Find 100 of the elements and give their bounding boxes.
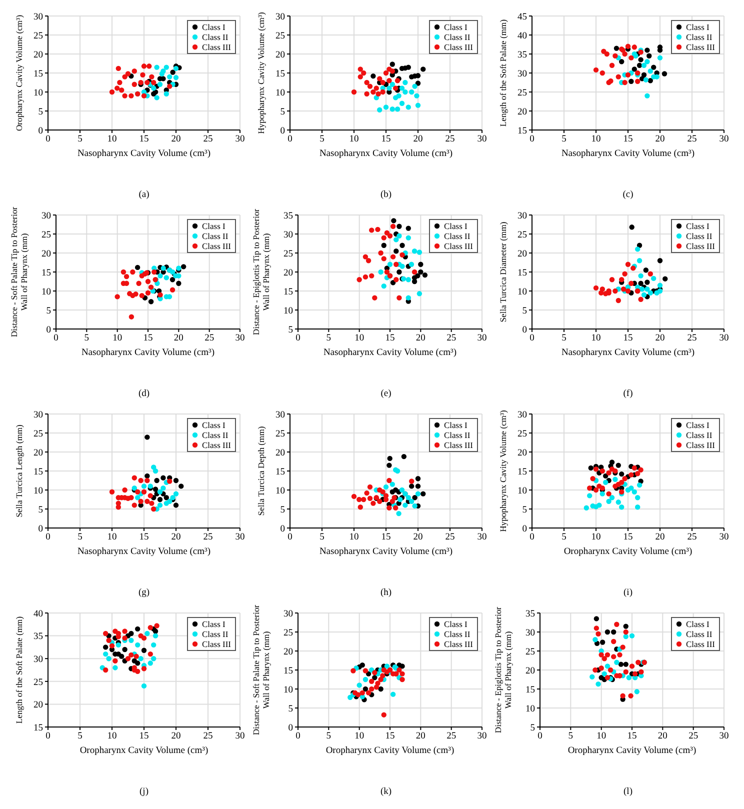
- point: [415, 476, 421, 482]
- point: [587, 493, 592, 498]
- point: [119, 654, 124, 659]
- point: [604, 664, 610, 669]
- text: (d): [137, 389, 151, 399]
- point: [360, 662, 365, 668]
- y-tick-label: 20: [518, 107, 528, 118]
- point: [587, 486, 592, 491]
- legend-label: Class II: [202, 32, 228, 42]
- y-tick-label: 0: [38, 126, 44, 136]
- point: [148, 651, 153, 657]
- point: [180, 264, 186, 270]
- point: [120, 269, 126, 275]
- point: [390, 62, 395, 67]
- legend-label: Class II: [202, 430, 228, 440]
- legend-label: Class I: [202, 22, 226, 32]
- point: [390, 254, 396, 260]
- y-tick-label: 25: [284, 628, 294, 638]
- y-tick-label: 0: [288, 723, 294, 734]
- legend-label: Class II: [444, 430, 470, 440]
- y-tick-label: 5: [522, 306, 528, 316]
- point: [128, 495, 134, 500]
- point: [638, 669, 644, 674]
- y-tick-label: 40: [518, 31, 528, 42]
- y-tick-label: 35: [34, 632, 44, 642]
- x-tick-label: 30: [235, 532, 245, 543]
- point: [375, 680, 380, 686]
- point: [396, 295, 402, 300]
- legend-label: Class III: [444, 440, 473, 450]
- point: [381, 712, 386, 718]
- x-tick-label: 5: [562, 334, 567, 344]
- point: [400, 242, 405, 248]
- point: [134, 654, 139, 659]
- y-tick-label: 20: [526, 666, 536, 676]
- point: [632, 44, 637, 50]
- point: [173, 478, 179, 484]
- point: [617, 652, 622, 658]
- point: [152, 269, 157, 275]
- point: [369, 686, 374, 692]
- point: [394, 262, 399, 267]
- y-tick-label: 20: [284, 268, 294, 278]
- point: [152, 633, 158, 638]
- point: [103, 644, 108, 650]
- point: [157, 496, 163, 502]
- point: [635, 471, 640, 476]
- point: [406, 235, 411, 240]
- y-tick-label: 35: [518, 50, 528, 60]
- y-tick-label: 10: [526, 704, 536, 714]
- legend-label: Class III: [686, 241, 715, 251]
- x-tick-label: 0: [296, 334, 301, 344]
- point: [636, 660, 641, 665]
- point: [412, 248, 418, 254]
- point: [600, 468, 605, 474]
- point: [167, 84, 172, 89]
- point: [170, 277, 176, 282]
- point: [144, 473, 150, 479]
- y-tick-label: 15: [276, 467, 286, 478]
- point: [622, 80, 628, 86]
- y-tick-label: 20: [34, 448, 44, 458]
- y-tick-label: 30: [526, 628, 536, 638]
- point: [643, 268, 649, 273]
- point: [360, 690, 365, 696]
- point: [590, 476, 596, 482]
- point: [152, 468, 158, 474]
- y-tick-label: 20: [42, 249, 52, 260]
- point: [122, 487, 128, 493]
- point: [364, 80, 370, 86]
- x-tick-label: 30: [719, 732, 729, 742]
- y-tick-label: 25: [42, 230, 52, 240]
- point: [420, 66, 426, 72]
- point: [106, 656, 112, 662]
- point: [611, 654, 616, 660]
- x-tick-label: 25: [204, 334, 214, 344]
- point: [592, 637, 598, 642]
- point: [140, 72, 146, 78]
- point: [606, 491, 612, 496]
- x-tick-label: 15: [623, 532, 633, 543]
- legend-label: Class II: [686, 430, 712, 440]
- point: [146, 64, 152, 69]
- point: [409, 484, 414, 489]
- point: [638, 57, 644, 62]
- x-tick-label: 30: [477, 732, 487, 742]
- y-tick-label: 40: [34, 609, 44, 620]
- point: [625, 288, 631, 294]
- point: [380, 673, 386, 678]
- point: [625, 72, 631, 78]
- point: [409, 498, 414, 504]
- x-tick-label: 30: [477, 334, 487, 344]
- point: [141, 484, 147, 489]
- x-tick-label: 25: [445, 532, 455, 543]
- point: [635, 504, 640, 510]
- x-tick-label: 5: [326, 334, 332, 344]
- point: [422, 272, 428, 278]
- x-tick-label: 0: [54, 334, 59, 344]
- point: [412, 503, 418, 509]
- point: [378, 686, 384, 692]
- text: (g): [137, 588, 151, 598]
- point: [136, 280, 142, 286]
- point: [400, 264, 405, 269]
- point: [662, 71, 668, 76]
